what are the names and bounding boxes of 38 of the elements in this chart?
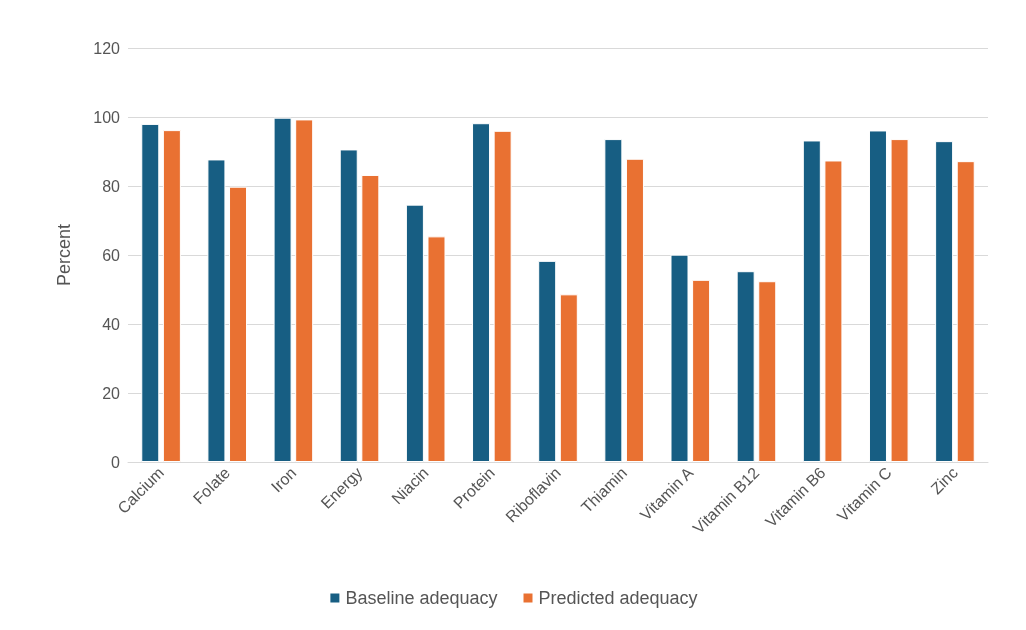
bar xyxy=(207,159,226,462)
bar xyxy=(758,281,777,462)
x-tick-label: Iron xyxy=(267,463,300,496)
legend-label: Predicted adequacy xyxy=(538,588,698,608)
y-axis-title: Percent xyxy=(54,223,74,287)
bar xyxy=(559,294,578,462)
bar xyxy=(141,123,160,462)
bar xyxy=(472,123,491,462)
bar xyxy=(868,130,887,462)
bar xyxy=(493,130,512,462)
bar xyxy=(361,174,380,462)
bar xyxy=(935,141,954,462)
bar xyxy=(229,186,248,462)
y-tick-label: 20 xyxy=(102,384,121,402)
bar xyxy=(824,160,843,462)
bar xyxy=(604,139,623,462)
bar xyxy=(273,117,292,462)
bar xyxy=(295,119,314,462)
y-tick-label: 120 xyxy=(93,39,121,57)
bar xyxy=(956,161,975,462)
y-tick-label: 60 xyxy=(102,246,121,264)
legend-label: Baseline adequacy xyxy=(345,588,498,608)
y-tick-label: 80 xyxy=(102,177,121,195)
bar xyxy=(625,158,644,462)
bar xyxy=(890,139,909,462)
bar xyxy=(162,130,181,462)
bar xyxy=(427,236,446,462)
x-tick-label: Zinc xyxy=(927,463,961,498)
bar xyxy=(405,204,424,462)
bar xyxy=(670,254,689,462)
bar xyxy=(538,260,557,462)
bar xyxy=(802,140,821,462)
y-tick-label: 40 xyxy=(102,315,121,333)
y-tick-label: 100 xyxy=(93,108,121,126)
bar xyxy=(339,149,358,462)
bar xyxy=(692,279,711,462)
bar xyxy=(736,271,755,462)
y-tick-label: 0 xyxy=(111,453,121,471)
